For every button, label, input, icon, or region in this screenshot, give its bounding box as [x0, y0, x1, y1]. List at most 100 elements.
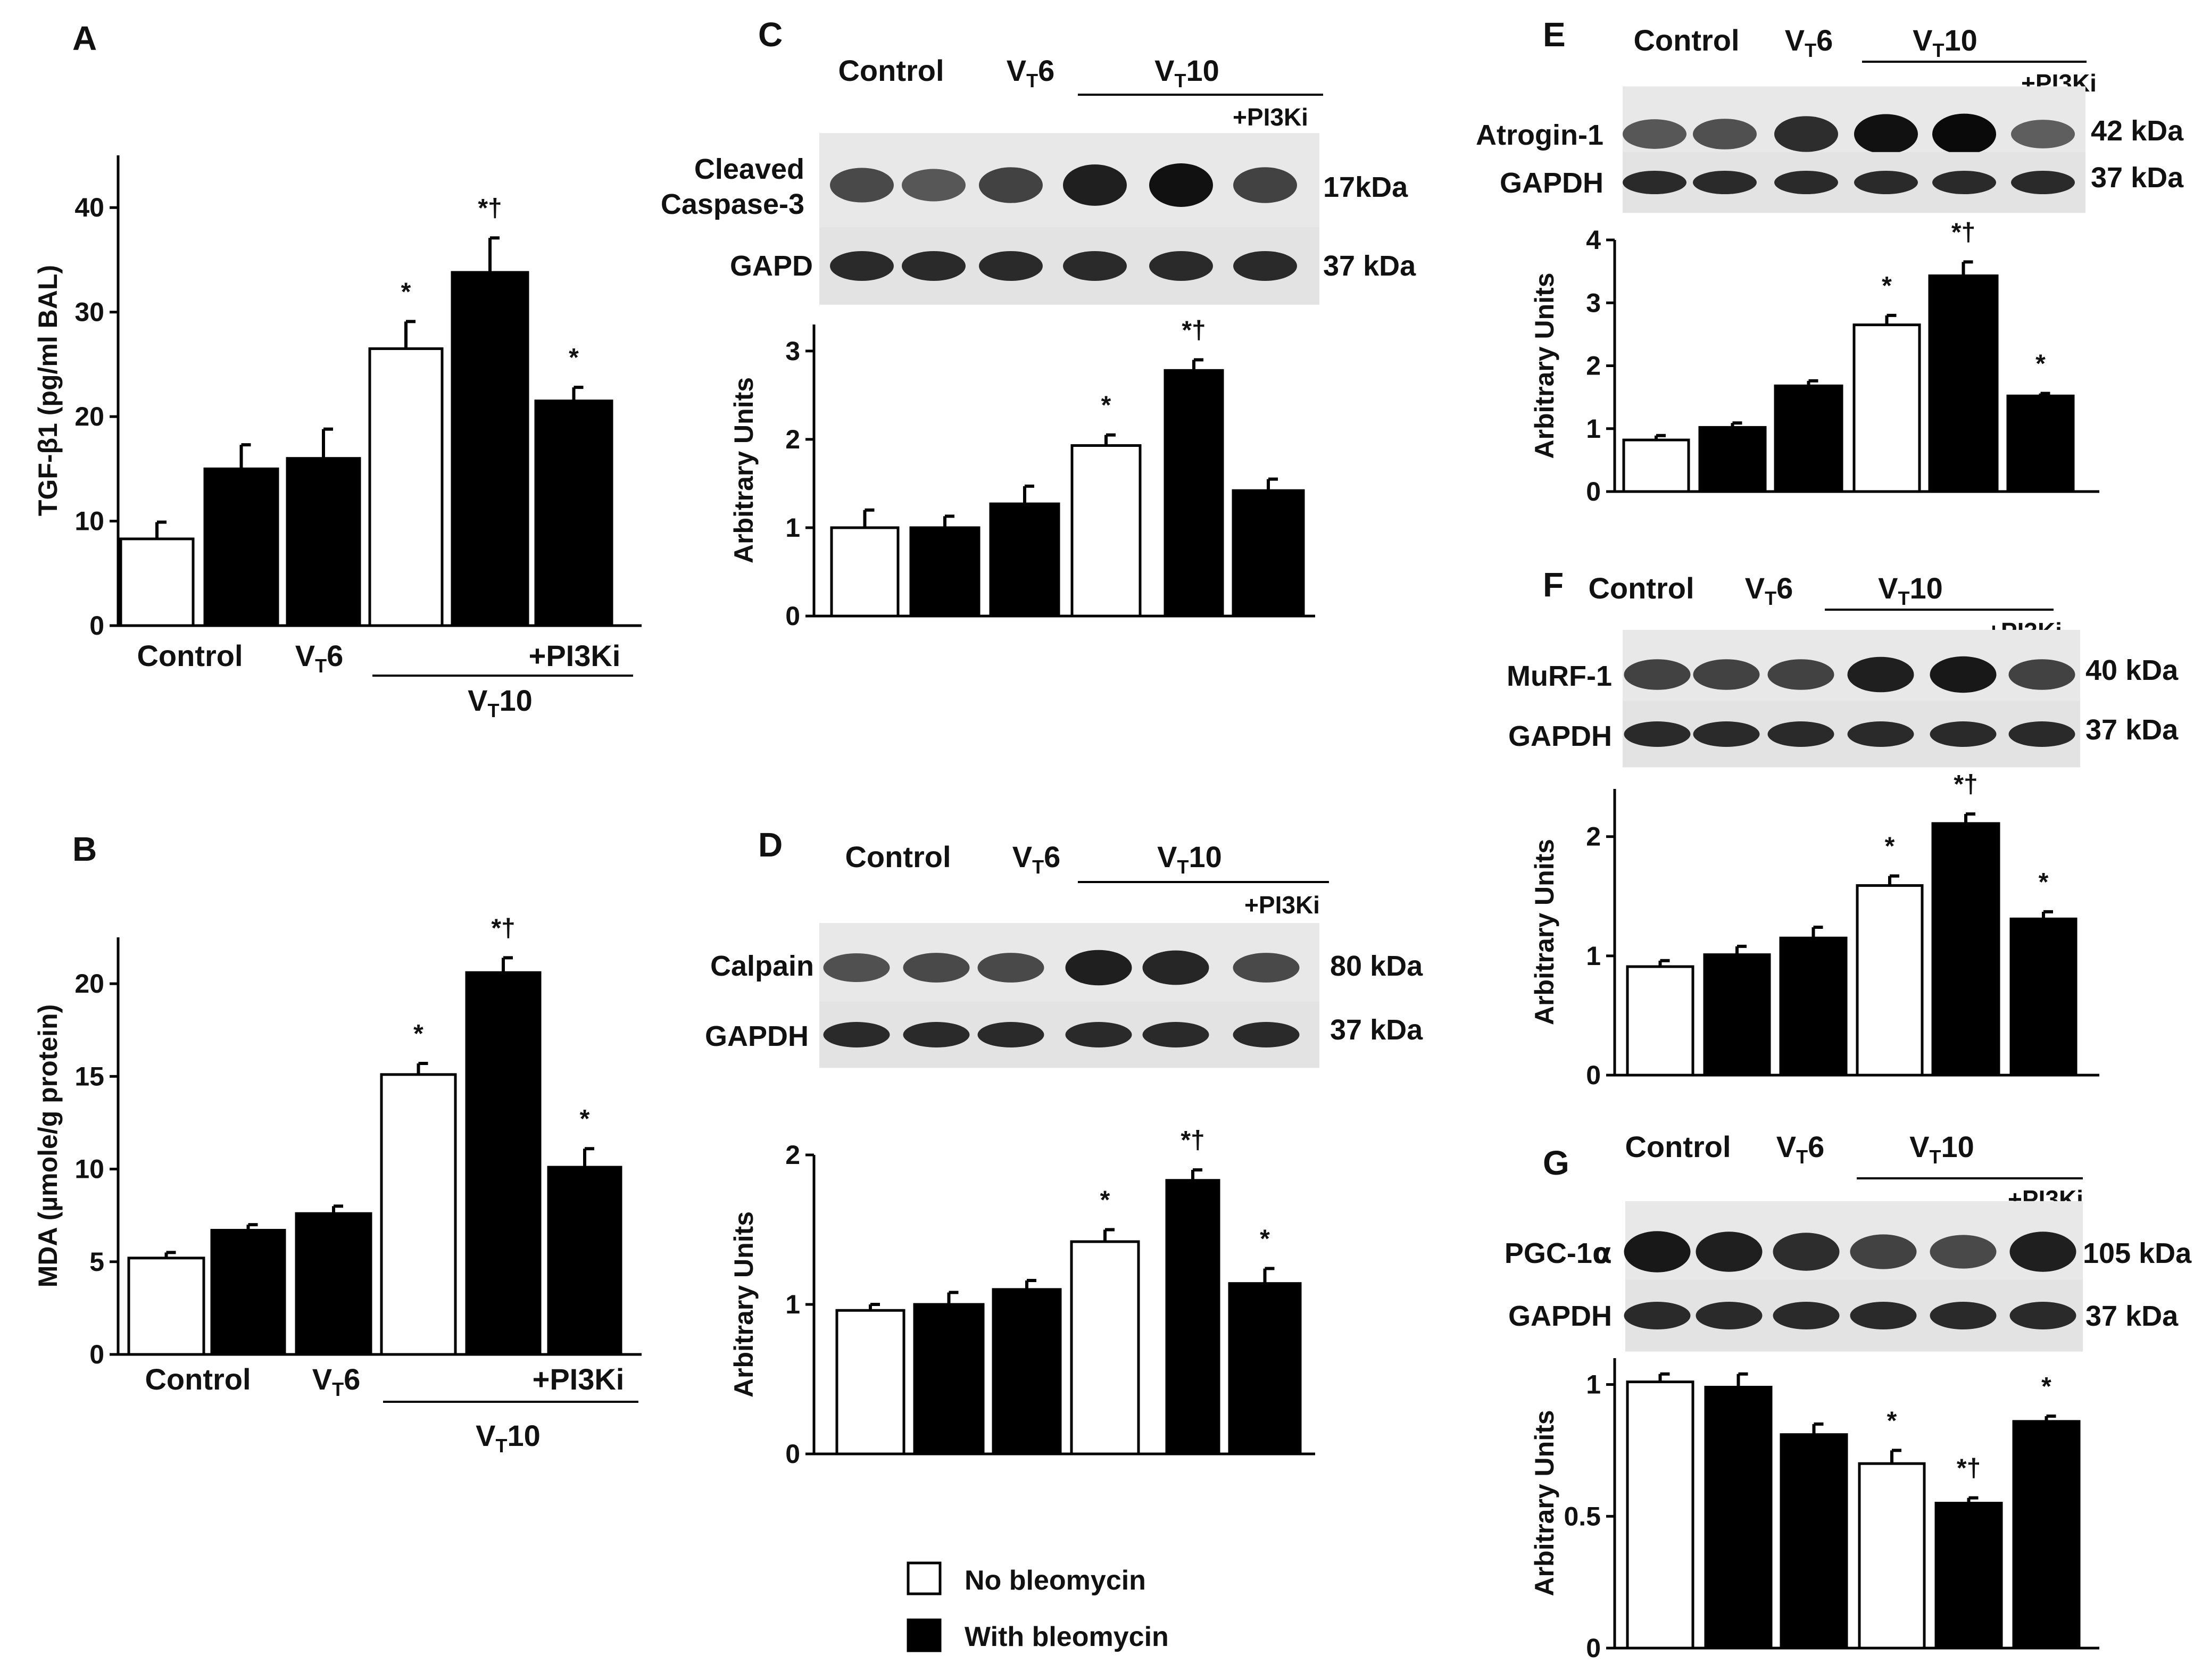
significance-mark: *† [491, 914, 515, 942]
y-tick-label: 20 [74, 969, 104, 999]
bar [1626, 965, 1694, 1077]
protein-band [902, 169, 966, 202]
protein-label: Atrogin-1 [1476, 119, 1603, 151]
group-label-vt10: VT10 [1157, 840, 1222, 878]
gapdh-band [1854, 171, 1918, 194]
group-label-vt10: VT10 [1154, 54, 1219, 92]
protein-band [823, 953, 890, 982]
gapdh-band [1065, 1022, 1132, 1047]
loading-label: GAPDH [1508, 1300, 1612, 1332]
bar [992, 1288, 1062, 1456]
bar [295, 1212, 372, 1356]
significance-mark: *† [478, 194, 502, 222]
bar [1928, 274, 1999, 493]
legend: No bleomycin With bleomycin [907, 1561, 1169, 1652]
protein-band [1693, 659, 1760, 690]
y-tick-label: 15 [74, 1061, 104, 1091]
y-tick-label: 10 [74, 1154, 104, 1184]
gapdh-band [1774, 171, 1838, 194]
protein-band [979, 167, 1043, 203]
bar [534, 400, 613, 627]
group-label-control: Control [1633, 23, 1739, 57]
legend-label-with-bleomycin: With bleomycin [965, 1621, 1169, 1652]
loading-label: GAPD [730, 250, 813, 282]
protein-band [1233, 953, 1300, 983]
gapdh-band [902, 251, 966, 281]
significance-mark: * [413, 1020, 423, 1048]
x-label-control: Control [137, 639, 243, 672]
protein-band [2008, 659, 2075, 690]
gapdh-band [1767, 721, 1834, 747]
bar [1852, 323, 1921, 493]
loading-label: GAPDH [1508, 720, 1612, 752]
bar [2012, 1420, 2081, 1650]
significance-mark: * [1100, 1186, 1110, 1215]
protein-band [1767, 659, 1834, 690]
bar [1856, 884, 1924, 1077]
bar [1774, 384, 1843, 493]
kda-label: 37 kDa [2091, 162, 2184, 194]
gapdh-band [977, 1022, 1044, 1047]
gapdh-band [1233, 251, 1297, 281]
significance-mark: * [1260, 1225, 1270, 1253]
group-label-vt10: VT10 [1878, 571, 1943, 609]
y-tick-label: 0.5 [1564, 1501, 1601, 1531]
protein-band [1142, 950, 1209, 985]
bar [909, 526, 980, 618]
group-label-vt6: VT6 [1012, 840, 1061, 878]
protein-band [1696, 1232, 1763, 1272]
significance-mark: *† [1181, 1126, 1204, 1154]
protein-label: Calpain [710, 950, 814, 982]
bar [1779, 936, 1848, 1077]
significance-mark: * [1885, 833, 1895, 861]
significance-mark: *† [1957, 1454, 1981, 1483]
group-label-vt6: VT6 [1785, 23, 1833, 61]
gapdh-band [1932, 171, 1996, 194]
kda-label: 37 kDa [2085, 714, 2179, 746]
gapdh-band [1624, 1302, 1691, 1329]
y-tick-label: 0 [1586, 1633, 1601, 1663]
bar [1232, 489, 1305, 618]
gapdh-band [2009, 1302, 2076, 1329]
kda-label: 37 kDa [1323, 250, 1416, 282]
protein-band [1850, 1234, 1917, 1269]
kda-label: 37 kDa [2085, 1300, 2179, 1332]
bar [913, 1303, 985, 1456]
significance-mark: * [1882, 272, 1892, 300]
group-label-control: Control [845, 840, 951, 874]
significance-mark: * [580, 1105, 590, 1133]
bar [1934, 1502, 2003, 1650]
bar [380, 1073, 457, 1356]
gapdh-band [1149, 251, 1213, 281]
y-tick-label: 4 [1586, 225, 1601, 255]
x-label-vt6: VT6 [312, 1362, 361, 1400]
gapdh-band [1930, 721, 1997, 747]
legend-swatch-with-bleomycin [907, 1618, 942, 1652]
kda-label: 17kDa [1323, 171, 1408, 203]
bar [547, 1166, 622, 1356]
y-tick-label: 2 [1586, 822, 1601, 852]
gapdh-band [1773, 1302, 1840, 1329]
y-tick-label: 0 [785, 1439, 800, 1469]
y-axis-label: Arbitrary Units [1530, 1410, 1559, 1596]
loading-label: GAPDH [705, 1020, 809, 1052]
bar [1070, 444, 1142, 618]
group-label-vt6: VT6 [1776, 1130, 1825, 1168]
y-tick-label: 1 [1586, 1370, 1601, 1400]
group-label-vt10: VT10 [1909, 1130, 1974, 1168]
gapdh-band [1847, 721, 1914, 747]
y-tick-label: 3 [785, 336, 800, 366]
y-tick-label: 0 [89, 611, 104, 641]
bar [1228, 1282, 1302, 1456]
y-tick-label: 2 [785, 1140, 800, 1170]
legend-swatch-no-bleomycin [907, 1561, 942, 1595]
protein-band [1063, 164, 1127, 206]
bar [1165, 1179, 1220, 1456]
kda-label: 40 kDa [2085, 654, 2179, 686]
bar [465, 971, 542, 1356]
significance-mark: *† [1951, 218, 1975, 246]
y-tick-label: 10 [74, 506, 104, 536]
significance-mark: * [2041, 1373, 2051, 1401]
group-label-pi3ki: +PI3Ki [1244, 891, 1320, 919]
y-tick-label: 40 [74, 193, 104, 222]
